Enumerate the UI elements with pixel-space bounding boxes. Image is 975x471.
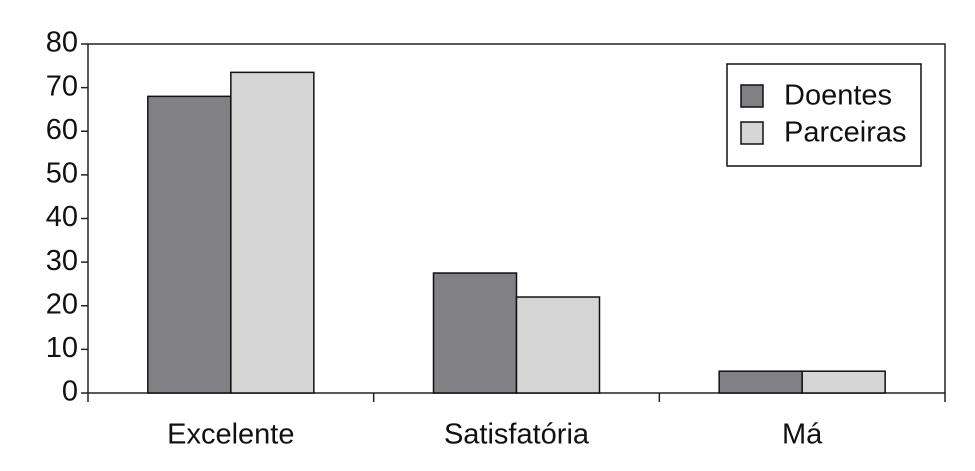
legend-swatch bbox=[740, 84, 764, 108]
x-tick-label: Má bbox=[782, 419, 823, 451]
y-tick-label: 0 bbox=[62, 376, 78, 408]
bar bbox=[432, 272, 518, 394]
legend-box bbox=[726, 63, 922, 167]
y-tick-label: 10 bbox=[46, 332, 78, 364]
legend-label: Doentes bbox=[784, 80, 892, 112]
x-tick-label: Excelente bbox=[167, 419, 294, 451]
legend-swatch bbox=[740, 121, 764, 145]
bar bbox=[718, 370, 803, 394]
bar bbox=[515, 296, 601, 394]
bar bbox=[147, 95, 232, 394]
bar bbox=[230, 71, 315, 394]
y-tick-label: 50 bbox=[46, 158, 78, 190]
y-tick-label: 70 bbox=[46, 70, 78, 102]
legend-label: Parceiras bbox=[784, 117, 907, 149]
x-tick-label: Satisfatória bbox=[444, 419, 590, 451]
bar bbox=[801, 370, 886, 394]
y-tick-label: 60 bbox=[46, 114, 78, 146]
y-tick-label: 80 bbox=[46, 27, 78, 59]
y-tick-label: 20 bbox=[46, 288, 78, 320]
y-tick-label: 40 bbox=[46, 201, 78, 233]
y-tick-label: 30 bbox=[46, 245, 78, 277]
